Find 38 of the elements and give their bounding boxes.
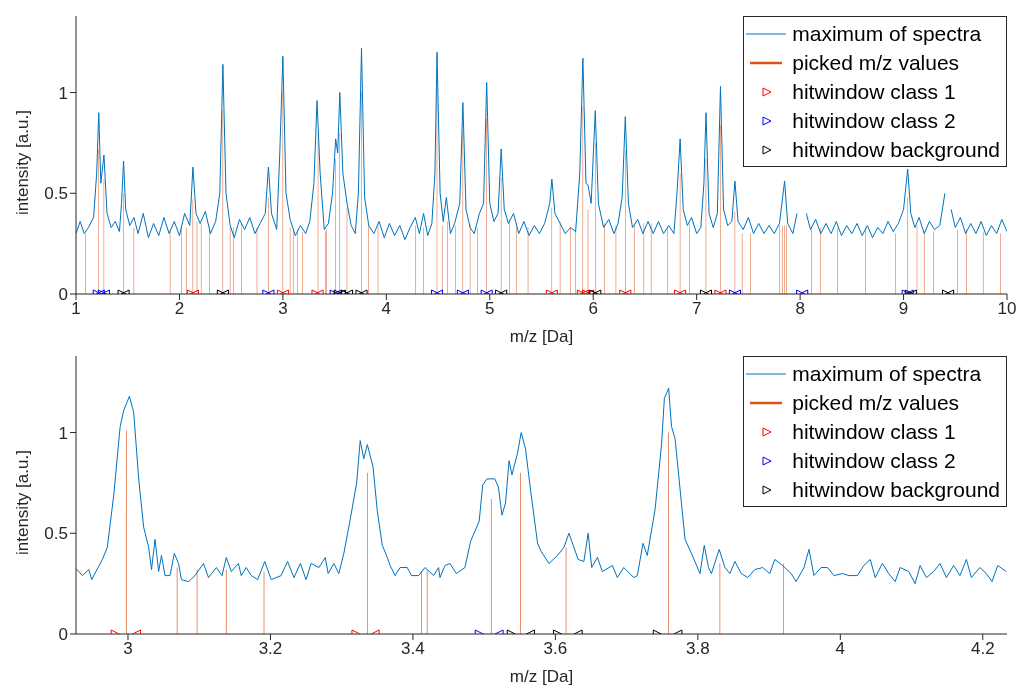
legend-label: hitwindow class 2 [792, 108, 956, 134]
x-tick-label: 1 [71, 299, 81, 319]
x-tick-label: 4 [381, 299, 392, 319]
legend-label: picked m/z values [792, 390, 960, 416]
x-tick-label: 3.2 [258, 639, 283, 659]
x-tick-label: 3.6 [543, 639, 568, 659]
x-axis-title: m/z [Da] [509, 667, 574, 686]
legend-label: hitwindow class 1 [792, 419, 956, 445]
y-tick-label: 0.5 [44, 524, 68, 544]
y-axis-title: intensity [a.u.] [13, 110, 33, 215]
legend-label: hitwindow background [792, 137, 1000, 163]
x-axis-title: m/z [Da] [509, 327, 574, 346]
x-tick-label: 10 [997, 299, 1017, 319]
x-tick-label: 7 [691, 299, 702, 319]
x-tick-label: 9 [898, 299, 909, 319]
y-tick-label: 1 [58, 83, 68, 103]
x-tick-label: 4.2 [970, 639, 995, 659]
legend-label: maximum of spectra [792, 21, 982, 47]
x-tick-label: 3.4 [401, 639, 425, 659]
legend-label: maximum of spectra [792, 361, 982, 387]
y-tick-label: 0 [58, 625, 68, 645]
x-tick-label: 2 [174, 299, 185, 319]
x-tick-label: 3 [278, 299, 288, 319]
legend-label: picked m/z values [792, 50, 960, 76]
y-axis-title: intensity [a.u.] [13, 450, 33, 555]
x-tick-label: 4 [835, 639, 846, 659]
legend-label: hitwindow class 1 [792, 79, 956, 105]
y-tick-label: 0.5 [44, 184, 68, 204]
x-tick-label: 8 [795, 299, 805, 319]
line-series [76, 387, 1007, 585]
x-tick-label: 5 [485, 299, 495, 319]
x-tick-label: 6 [588, 299, 598, 319]
legend-label: hitwindow background [792, 477, 1000, 503]
y-tick-label: 1 [58, 423, 68, 443]
y-tick-label: 0 [58, 285, 68, 305]
legend-label: hitwindow class 2 [792, 448, 956, 474]
x-tick-label: 3.8 [686, 639, 710, 659]
x-tick-label: 3 [123, 639, 133, 659]
